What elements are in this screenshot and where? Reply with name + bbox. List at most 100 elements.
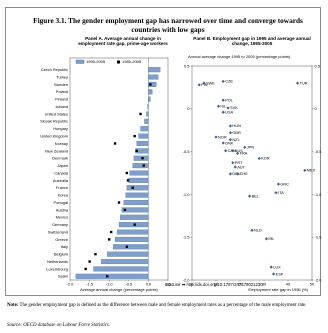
bar xyxy=(121,207,149,213)
category-label: Sweden xyxy=(54,82,68,87)
point-label: DNK xyxy=(225,140,234,145)
category-label: France xyxy=(56,185,68,190)
dot-marker xyxy=(131,186,134,189)
statlink[interactable]: StatLink ➡ http://dx.doi.org/10.1787/347… xyxy=(165,282,263,288)
y-tick-label: -1.0 xyxy=(183,192,191,197)
legend-label-1995-2005: 1995-2005 xyxy=(86,59,106,64)
panel-b-plot-area xyxy=(191,65,313,281)
scatter-point xyxy=(197,83,201,87)
bar xyxy=(120,214,149,220)
category-label: Austria xyxy=(56,207,69,212)
point-label: SVK xyxy=(230,105,238,110)
category-label: United States xyxy=(45,111,68,116)
category-label: Japan xyxy=(57,163,68,168)
scatter-point xyxy=(274,191,278,195)
point-label: JPN xyxy=(247,145,255,150)
y-tick-label-right: -1.0 xyxy=(315,192,323,197)
scatter-point xyxy=(236,172,240,176)
bar xyxy=(101,259,149,265)
category-label: Czech Republic xyxy=(41,67,68,72)
statlink-url[interactable]: http://dx.doi.org/10.1787/347479021230 xyxy=(186,282,263,287)
category-label: Turkey xyxy=(56,74,68,79)
point-label: AUT xyxy=(237,164,245,169)
bar xyxy=(140,126,149,132)
x-tick-label: -1.5 xyxy=(86,282,93,287)
category-label: Hungary xyxy=(53,126,68,131)
dot-marker xyxy=(109,230,113,234)
bar xyxy=(126,185,149,191)
x-tick-label: 20 xyxy=(238,282,243,287)
point-label: LUX xyxy=(273,264,281,269)
bar xyxy=(136,140,149,146)
bar xyxy=(148,74,159,80)
dot-marker xyxy=(84,267,87,271)
statlink-arrow-icon: ➡ xyxy=(181,282,186,287)
point-label: IRL xyxy=(268,236,275,241)
point-label: NOR xyxy=(218,134,227,139)
x-tick-label: 0 xyxy=(191,282,194,287)
y-tick-label-right: 0 xyxy=(315,106,318,111)
point-label: HUN xyxy=(232,123,241,128)
dot-marker xyxy=(106,275,109,278)
source-label: Source: xyxy=(7,323,23,328)
scatter-point xyxy=(264,237,268,241)
panel-a-plot-area xyxy=(69,57,169,281)
category-label: New Zealand xyxy=(45,148,68,153)
x-tick-label: 10 xyxy=(214,282,219,287)
y-tick-label-right: 0.5 xyxy=(315,63,321,68)
point-label: NLD xyxy=(254,228,262,233)
scatter-point xyxy=(303,168,307,173)
y-tick-label: 0 xyxy=(187,106,190,111)
bar xyxy=(112,244,149,250)
category-label: United Kingdom xyxy=(40,134,68,139)
y-tick-label: -2.0 xyxy=(183,277,191,282)
scatter-point xyxy=(216,104,220,108)
scatter-point xyxy=(250,228,254,232)
y-tick-label-right: -0.5 xyxy=(315,149,323,154)
legend-swatch-1995-2005 xyxy=(75,59,85,64)
category-label: Germany xyxy=(52,222,68,227)
figure-title: Figure 3.1. The gender employment gap ha… xyxy=(18,16,318,34)
category-label: Portugal xyxy=(54,200,69,205)
dot-marker xyxy=(135,149,138,153)
bar xyxy=(114,236,149,242)
x-axis-label: Employment rate gap in 1995 (%) xyxy=(248,287,308,292)
bar xyxy=(148,81,157,87)
scatter-point xyxy=(228,138,232,142)
bar xyxy=(93,266,149,272)
scatter-point xyxy=(243,145,247,149)
scatter-point xyxy=(226,106,230,110)
point-label: NZL xyxy=(232,137,240,142)
x-axis-label: Average annual change (percentage points… xyxy=(80,287,158,292)
category-label: Denmark xyxy=(52,156,68,161)
category-label: Switzerland xyxy=(48,229,68,234)
scatter-point xyxy=(228,131,232,135)
x-tick-label: 30 xyxy=(262,282,267,287)
category-label: Canada xyxy=(54,170,68,175)
point-label: ITA xyxy=(278,190,284,195)
point-label: CZE xyxy=(225,79,233,84)
y-axis-label: Annual average change 1995 to 2005 (perc… xyxy=(188,54,291,59)
panel-a-title: Panel A. Average annual change in employ… xyxy=(78,36,168,47)
dot-marker xyxy=(149,83,152,86)
bar xyxy=(75,273,149,279)
category-label: Spain xyxy=(58,274,68,279)
dot-marker xyxy=(126,179,130,182)
point-label: GRC xyxy=(280,181,289,186)
scatter-point xyxy=(221,98,225,102)
category-label: Australia xyxy=(53,178,69,183)
dot-marker xyxy=(133,223,136,226)
scatter-point xyxy=(233,165,237,169)
point-label: POL xyxy=(225,98,234,103)
legend-marker-1985-2005 xyxy=(117,60,120,64)
point-label: CHE xyxy=(240,171,249,176)
scatter-point xyxy=(296,81,300,85)
bar xyxy=(148,96,151,102)
x-tick-label: 40 xyxy=(286,282,291,287)
point-label: KOR xyxy=(261,156,270,161)
bar xyxy=(123,200,149,206)
note-label: Note: xyxy=(7,303,19,308)
category-label: Slovak Republic xyxy=(40,119,68,124)
